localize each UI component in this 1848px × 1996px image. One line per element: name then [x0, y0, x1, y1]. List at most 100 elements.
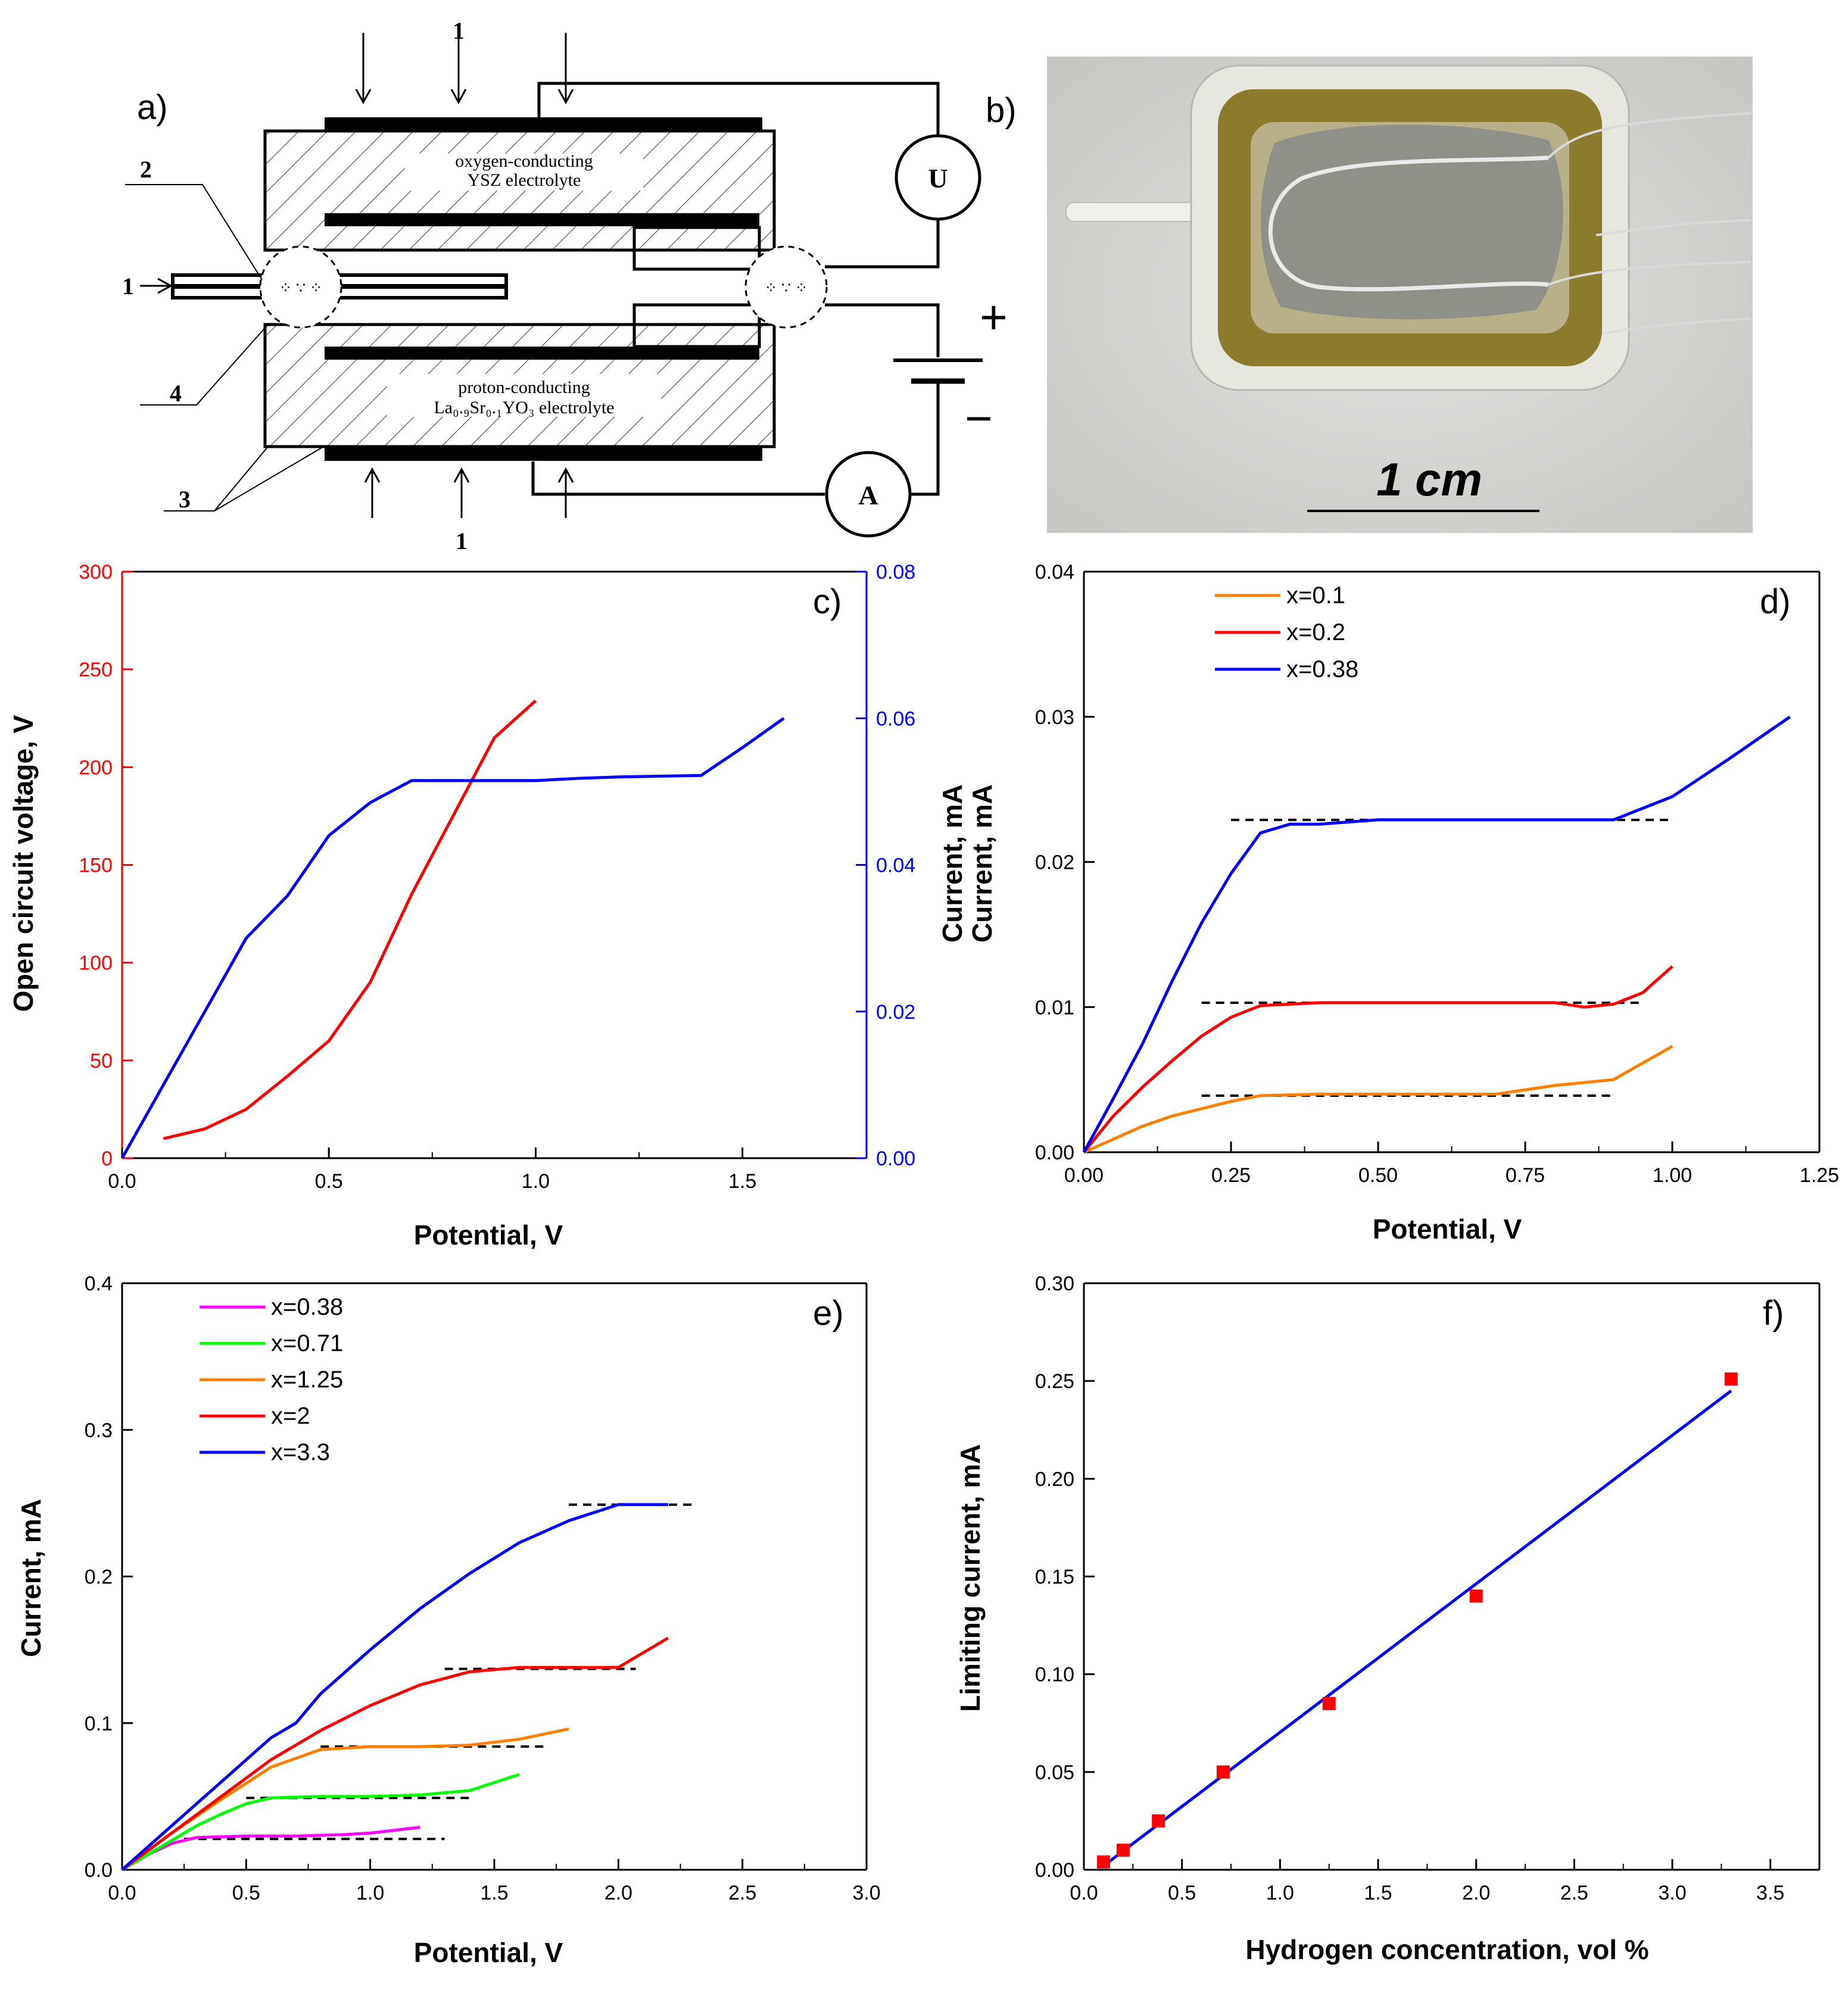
x-tick-label: 0.0	[108, 1170, 136, 1193]
x-tick-label: 0.0	[108, 1882, 136, 1904]
y-tick-label: 0.4	[85, 1273, 113, 1295]
y-axis-label: Current, mA	[937, 784, 968, 943]
y-tick-label: 0.03	[1035, 706, 1074, 729]
data-point	[1152, 1814, 1165, 1827]
x-tick-label: 2.5	[728, 1882, 756, 1904]
seal-right	[744, 245, 828, 329]
battery-minus: −	[965, 392, 993, 445]
ysz-label: oxygen-conducting	[455, 151, 593, 171]
y-tick-label: 0.0	[85, 1859, 113, 1882]
legend-label: x=3.3	[271, 1439, 330, 1465]
bottom-inner-electrode	[325, 347, 759, 360]
series-line-x-2	[121, 1636, 669, 1872]
y-tick-label: 200	[79, 756, 113, 779]
series-line-x-0.38	[1082, 715, 1791, 1153]
seal-left	[259, 245, 342, 329]
top-inner-electrode	[325, 213, 759, 226]
y-tick-label: 0.10	[1035, 1664, 1074, 1686]
callout-1-left: 1	[122, 273, 134, 300]
chart-e: 0.0 0.5 1.0 1.5 2.0 2.5 3.0 0.0 0.1 0.2 0.3 0.4 Pote…	[15, 1273, 881, 1968]
series-line-x-0.2	[1083, 965, 1674, 1153]
x-tick-label: 1.5	[728, 1170, 756, 1193]
voltmeter	[895, 134, 981, 221]
x-tick-label: 1.0	[356, 1882, 384, 1904]
y-tick-label: 0.1	[85, 1713, 113, 1735]
y-tick-label: 0	[101, 1147, 113, 1170]
series-line-current	[120, 717, 785, 1159]
y-axis-label: Current, mA	[15, 1499, 46, 1657]
y-axis-label-repeat: Current, mA	[967, 784, 998, 943]
svg-text:⁘ ∵ ⁘: ⁘ ∵ ⁘	[279, 279, 322, 297]
y2-tick-label: 0.04	[876, 854, 915, 877]
y-tick-label: 0.01	[1035, 996, 1074, 1019]
panel-b-photo: b) 1 cm	[986, 57, 1753, 533]
y-tick-label: 0.2	[85, 1566, 113, 1589]
panel-label: c)	[813, 582, 842, 621]
x-axis-label: Potential, V	[414, 1937, 563, 1968]
data-point	[1469, 1589, 1483, 1603]
callout-4: 4	[170, 380, 182, 407]
x-tick-label: 0.75	[1506, 1164, 1545, 1187]
x-axis-label: Potential, V	[414, 1220, 563, 1250]
x-tick-label: 0.5	[1168, 1882, 1196, 1904]
battery-plus: +	[980, 291, 1008, 344]
x-axis-label: Hydrogen concentration, vol %	[1245, 1934, 1648, 1965]
scale-bar-label: 1 cm	[1376, 453, 1482, 506]
y-tick-label: 0.30	[1035, 1273, 1074, 1295]
ysz-sublabel: YSZ electrolyte	[468, 170, 581, 190]
x-tick-label: 0.25	[1211, 1164, 1251, 1187]
legend-label: x=0.71	[271, 1330, 343, 1356]
ammeter	[825, 451, 912, 538]
x-tick-label: 1.5	[1364, 1882, 1392, 1904]
x-tick-label: 1.5	[480, 1882, 508, 1904]
y-tick-label: 0.25	[1035, 1370, 1074, 1393]
y-tick-label: 0.00	[1035, 1859, 1074, 1882]
panel-b-label: b)	[986, 91, 1017, 130]
series-line-x-1.25	[121, 1727, 569, 1872]
legend-label: x=0.2	[1286, 619, 1345, 645]
x-tick-label: 3.0	[1658, 1882, 1686, 1904]
y2-tick-label: 0.02	[876, 1001, 915, 1024]
y-tick-label: 0.05	[1035, 1761, 1074, 1784]
x-tick-label: 1.0	[1266, 1882, 1294, 1904]
x-tick-label: 0.5	[315, 1170, 343, 1193]
y-tick-label: 0.00	[1035, 1142, 1074, 1164]
x-tick-label: 0.50	[1358, 1164, 1398, 1187]
panel-label: d)	[1760, 582, 1791, 621]
x-tick-label: 0.5	[232, 1882, 260, 1904]
series-line-x-0.71	[121, 1773, 520, 1872]
series-line-x-0.1	[1083, 1044, 1674, 1154]
y-axis-label: Open circuit voltage, V	[8, 715, 39, 1012]
data-point	[1216, 1765, 1230, 1779]
y2-tick-label: 0.00	[876, 1147, 915, 1170]
series-line-x-3.3	[121, 1503, 668, 1871]
panel-a-label: a)	[137, 88, 168, 127]
top-outer-electrode	[325, 117, 762, 130]
y-tick-label: 0.04	[1035, 561, 1074, 584]
callout-2: 2	[140, 156, 152, 183]
series-line-x-0.38	[121, 1826, 420, 1872]
x-tick-label: 2.0	[604, 1882, 632, 1904]
panel-a-schematic: a) oxygen-conducting YSZ electrolyte pro…	[122, 17, 1008, 554]
callout-3: 3	[179, 486, 191, 513]
legend-label: x=2	[271, 1403, 310, 1429]
chart-d: 0.00 0.25 0.50 0.75 1.00 1.25 0.00 0.01 0.02 0.03…	[937, 561, 1839, 1245]
y-tick-label: 0.15	[1035, 1566, 1074, 1589]
y-tick-label: 100	[79, 952, 113, 975]
y-tick-label: 0.3	[85, 1419, 113, 1442]
y-tick-label: 50	[90, 1050, 113, 1072]
x-tick-label: 3.0	[852, 1882, 880, 1904]
data-point	[1724, 1372, 1738, 1386]
x-tick-label: 0.0	[1070, 1882, 1098, 1904]
data-point	[1322, 1696, 1336, 1710]
callout-1-top: 1	[453, 17, 465, 44]
bottom-outer-electrode	[325, 448, 762, 461]
ammeter-label: A	[858, 480, 878, 510]
x-tick-label: 1.00	[1653, 1164, 1692, 1187]
y-tick-label: 150	[79, 854, 113, 877]
series-line-open-circuit-voltage	[163, 699, 537, 1140]
data-point	[1096, 1855, 1110, 1869]
x-axis-label: Potential, V	[1373, 1214, 1522, 1245]
chart-f: 0.0 0.5 1.0 1.5 2.0 2.5 3.0 3.5 0.00 0.05 0.10 0.15…	[955, 1273, 1821, 1965]
chart-c: 0.0 0.5 1.0 1.5 0 50 100 150 200 250 300 0.00 0.02 0.…	[8, 561, 915, 1250]
